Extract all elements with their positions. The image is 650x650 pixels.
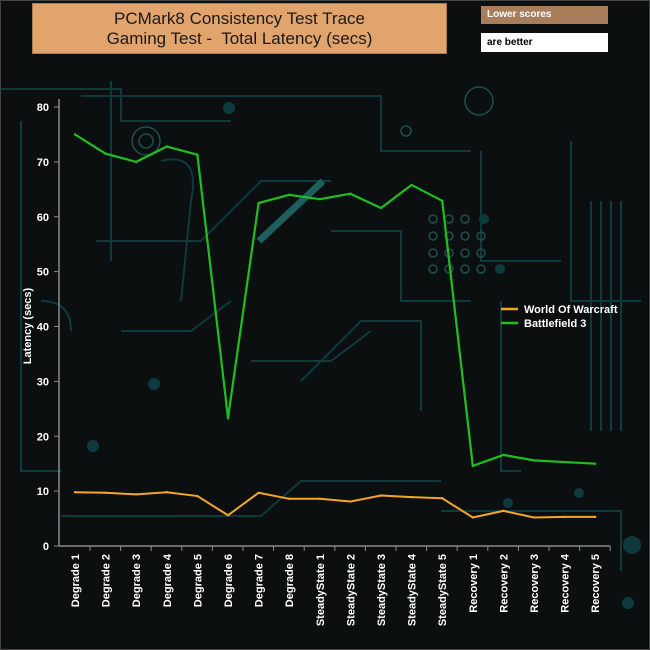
data-point <box>73 133 77 136</box>
x-tick-label: Degrade 4 <box>162 553 174 607</box>
data-point <box>257 491 260 494</box>
data-point <box>165 491 168 494</box>
x-tick-label: Recovery 4 <box>560 553 572 613</box>
y-tick-label: 30 <box>37 376 49 388</box>
series-line-battlefield-3 <box>74 133 596 467</box>
data-point <box>502 509 505 513</box>
data-point <box>410 183 413 187</box>
data-point <box>318 197 321 201</box>
data-point <box>288 497 291 501</box>
x-tick-label: Degrade 6 <box>223 554 235 607</box>
data-point <box>318 497 321 501</box>
data-point <box>471 516 474 519</box>
data-point <box>471 464 474 468</box>
y-tick-label: 40 <box>37 322 49 334</box>
x-tick-label: Degrade 8 <box>284 554 296 607</box>
data-point <box>441 199 444 203</box>
x-tick-label: SteadyState 1 <box>315 554 327 626</box>
data-point <box>563 515 566 519</box>
data-point <box>135 493 138 496</box>
chart-title-line-2: Gaming Test - Total Latency (secs) <box>106 28 373 48</box>
data-point <box>594 462 597 465</box>
data-point <box>104 491 107 494</box>
x-tick-label: Recovery 2 <box>498 554 510 613</box>
series-layer <box>73 133 597 519</box>
x-tick-label: Degrade 5 <box>192 554 204 607</box>
y-tick-label: 50 <box>37 267 49 279</box>
chart-legend: World Of Warcraft Battlefield 3 <box>501 304 618 330</box>
x-tick-label: Recovery 1 <box>468 554 480 613</box>
data-point <box>349 500 352 503</box>
x-tick-label: SteadyState 3 <box>376 554 388 626</box>
chart-axes: 0 10 20 30 40 50 60 70 80 Latency (secs) Degrade 1… <box>22 99 611 626</box>
legend-label: World Of Warcraft <box>524 304 618 316</box>
data-point <box>165 145 168 148</box>
data-point <box>502 453 505 457</box>
data-point <box>594 515 597 519</box>
data-point <box>532 516 536 519</box>
data-point <box>257 201 260 205</box>
data-point <box>410 495 413 499</box>
data-point <box>196 153 199 156</box>
y-tick-label: 80 <box>37 102 49 114</box>
data-point <box>532 459 536 462</box>
x-tick-label: Degrade 7 <box>254 554 266 607</box>
data-point <box>226 514 230 517</box>
x-tick-label: SteadyState 4 <box>407 553 419 626</box>
data-point <box>379 206 383 210</box>
data-point <box>135 160 138 164</box>
data-point <box>73 491 77 494</box>
y-tick-label: 60 <box>37 212 49 224</box>
x-tick-label: SteadyState 2 <box>345 554 357 626</box>
data-point <box>226 416 230 420</box>
y-tick-label: 70 <box>37 157 49 169</box>
x-tick-label: Recovery 5 <box>590 554 602 613</box>
y-tick-label: 0 <box>43 541 49 553</box>
x-tick-label: Degrade 1 <box>70 554 82 607</box>
x-tick-label: Degrade 3 <box>131 554 143 607</box>
y-axis-title: Latency (secs) <box>22 287 34 364</box>
y-tick-label: 10 <box>37 486 49 498</box>
x-tick-label: SteadyState 5 <box>437 554 449 626</box>
data-point <box>441 497 444 500</box>
chart-title-box: PCMark8 Consistency Test Trace Gaming Te… <box>32 3 447 54</box>
are-better-note: are better <box>481 33 608 52</box>
x-tick-label: Recovery 3 <box>529 554 541 613</box>
data-point <box>196 494 199 498</box>
data-point <box>288 193 291 196</box>
series-line-world-of-warcraft <box>74 491 596 519</box>
data-point <box>563 460 566 464</box>
data-point <box>349 192 352 195</box>
chart-title-line-1: PCMark8 Consistency Test Trace <box>114 8 365 28</box>
legend-label: Battlefield 3 <box>524 318 586 330</box>
x-tick-label: Degrade 2 <box>101 554 113 607</box>
data-point <box>104 152 107 155</box>
data-point <box>379 494 383 497</box>
lower-scores-note: Lower scores <box>481 6 608 24</box>
y-tick-label: 20 <box>37 431 49 443</box>
